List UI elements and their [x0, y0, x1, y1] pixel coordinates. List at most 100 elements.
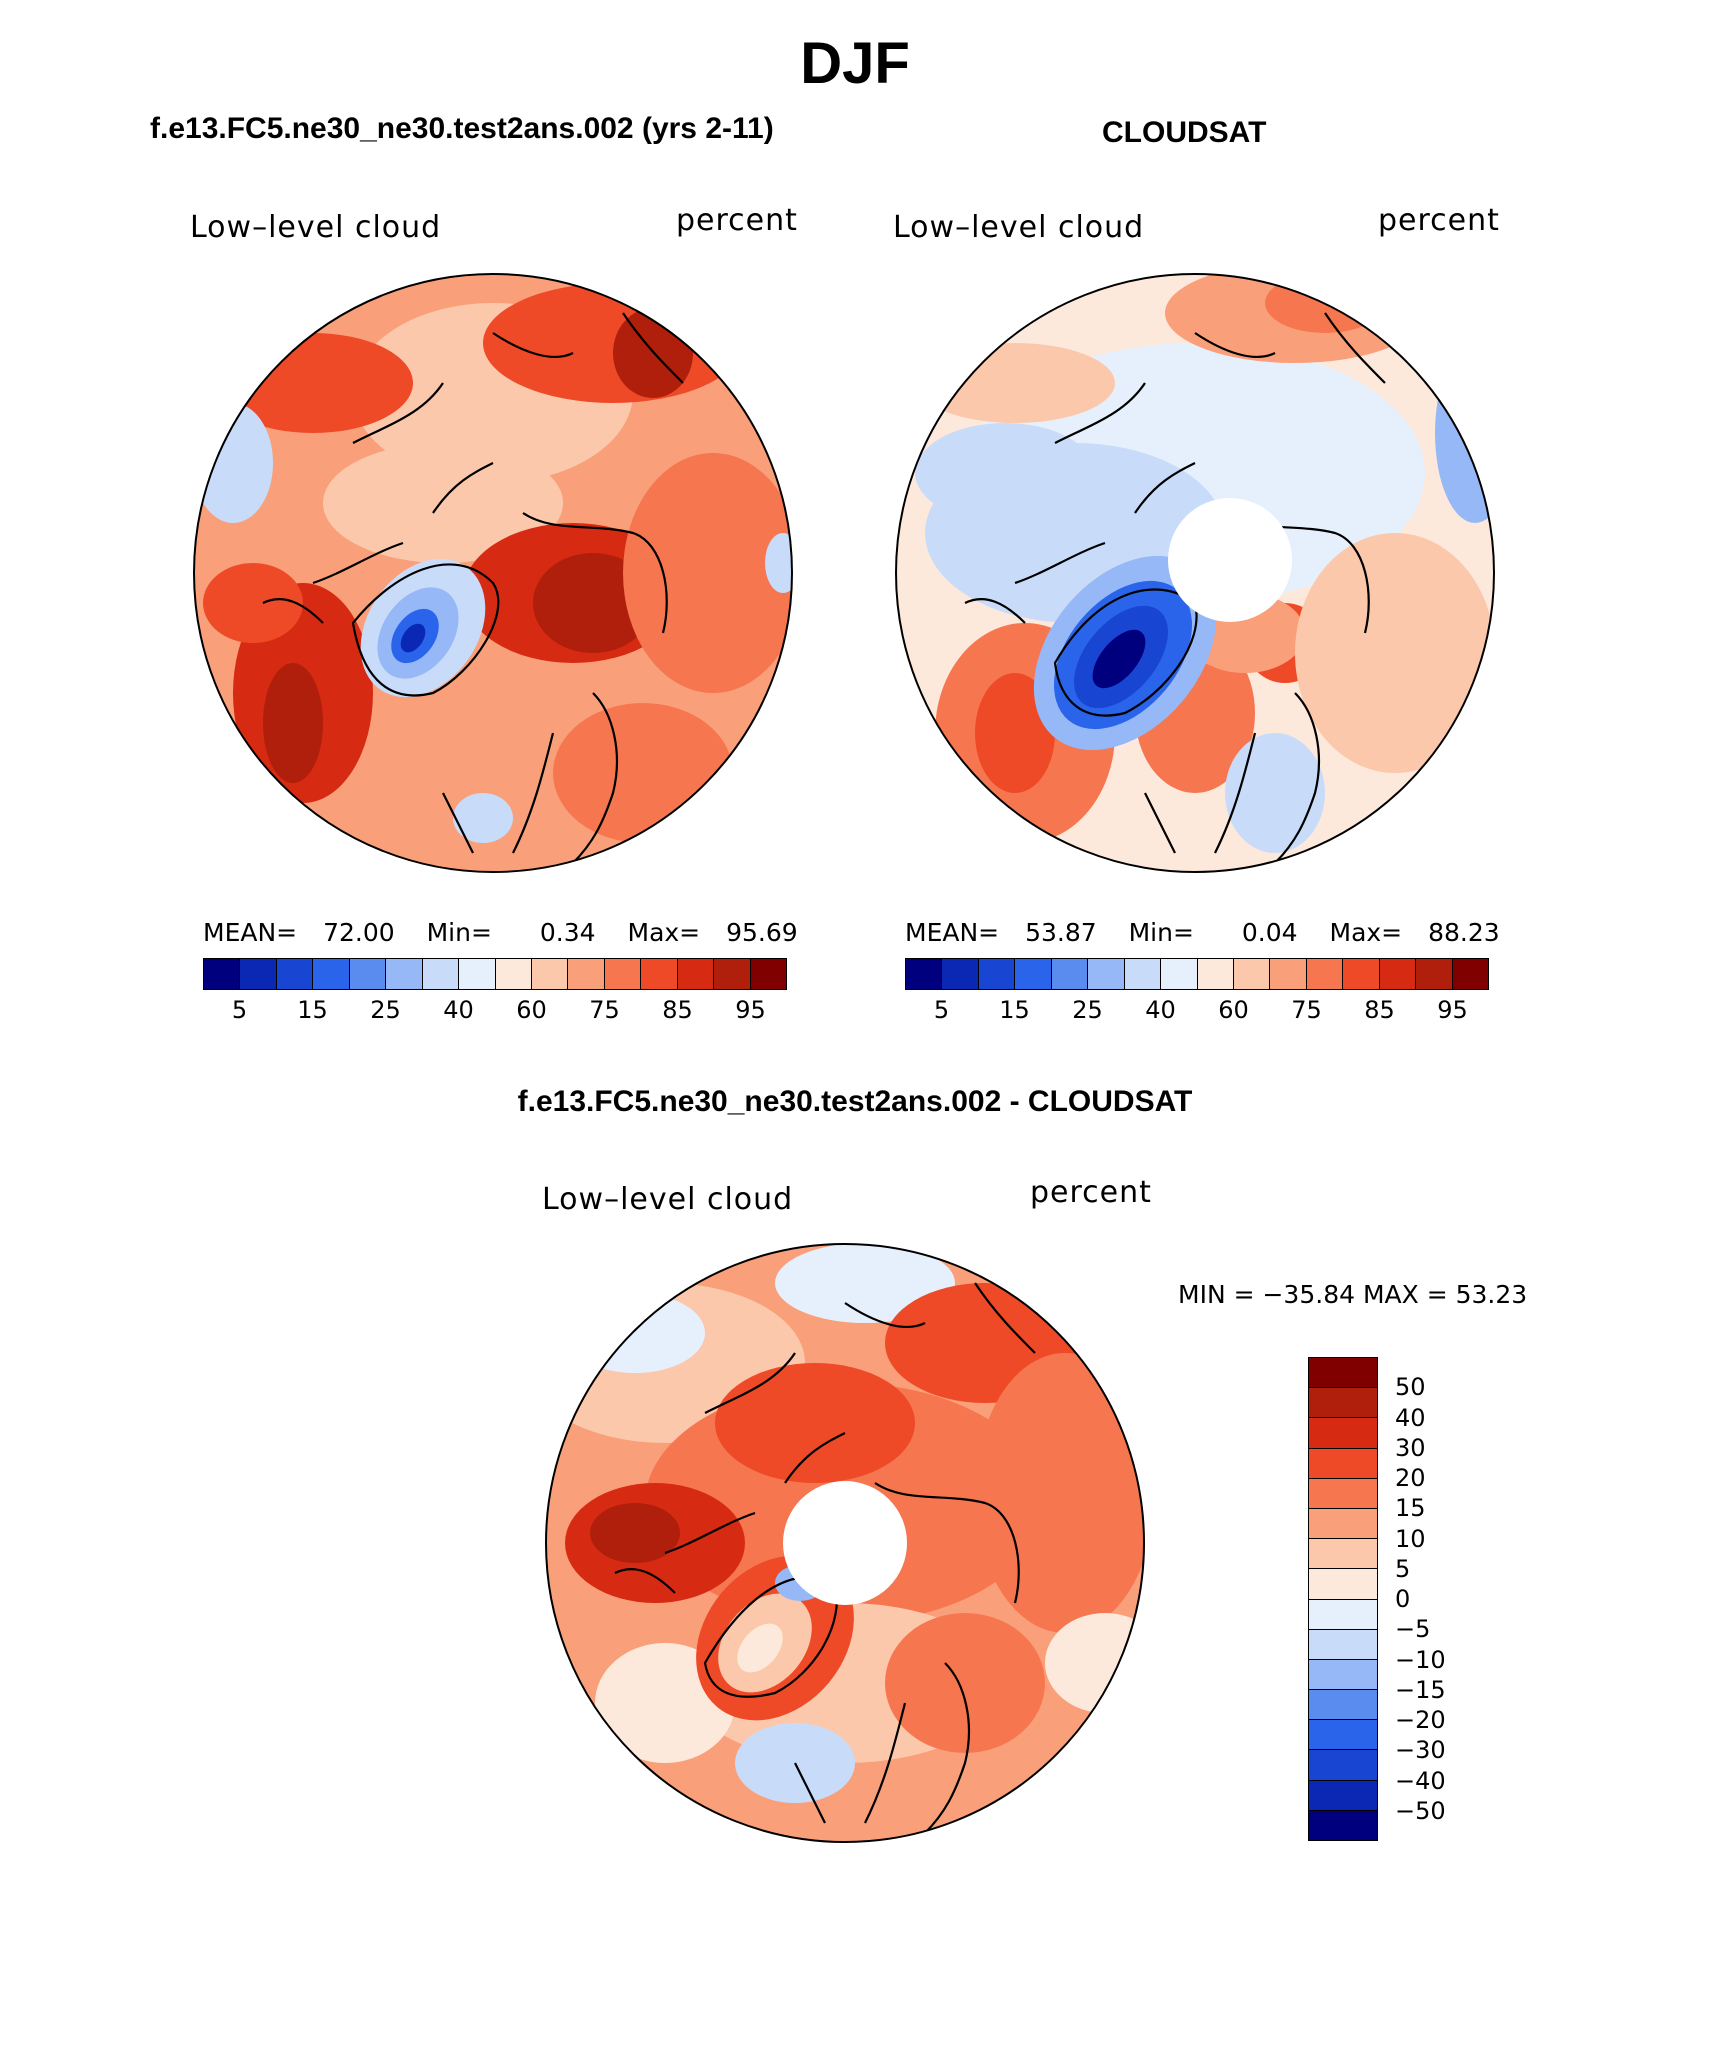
panel2-units: percent	[1378, 203, 1500, 238]
colorbar-swatch	[1088, 959, 1125, 989]
colorbar-swatch	[1309, 1750, 1377, 1781]
panel1-variable: Low–level cloud	[190, 210, 442, 245]
colorbar-swatch	[1309, 1448, 1377, 1479]
colorbar-swatch	[1309, 1539, 1377, 1570]
panel2-min-label: Min=	[1128, 918, 1194, 947]
colorbar-tick-label: 60	[1218, 996, 1249, 1024]
diff-units: percent	[1030, 1175, 1152, 1210]
colorbar-label: −50	[1395, 1796, 1446, 1825]
colorbar-tick-label: 15	[297, 996, 328, 1024]
colorbar-tick-label: 75	[1291, 996, 1322, 1024]
panel1-stats: MEAN= 72.00 Min= 0.34 Max= 95.69	[203, 918, 798, 947]
colorbar-label: 40	[1395, 1403, 1426, 1432]
panel2-max-label: Max=	[1329, 918, 1403, 947]
colorbar-tick-label: 25	[370, 996, 401, 1024]
panel1-mean-value: 72.00	[323, 918, 395, 947]
panel1-min-label: Min=	[426, 918, 492, 947]
panel2-title: CLOUDSAT	[1102, 116, 1267, 149]
colorbar-swatch	[1309, 1569, 1377, 1600]
colorbar-label: −20	[1395, 1706, 1446, 1734]
colorbar-swatch	[641, 959, 678, 989]
main-title: DJF	[800, 31, 910, 96]
colorbar-tick-label: 5	[933, 996, 950, 1024]
panel1-mean-label: MEAN=	[203, 918, 298, 947]
colorbar-swatch	[349, 959, 387, 989]
diff-colorbar-labels: 50 40 30 20 15 10 5 0 −5 −10 −15 −20 −30 −40 −50	[1395, 1357, 1515, 1841]
colorbar-tick-label: 85	[1364, 996, 1395, 1024]
colorbar-label: 20	[1395, 1464, 1426, 1492]
panel2-stats: MEAN= 53.87 Min= 0.04 Max= 88.23	[905, 918, 1500, 947]
colorbar-swatch	[1416, 959, 1453, 989]
colorbar-swatch	[1309, 1690, 1377, 1721]
colorbar-swatch	[204, 959, 241, 989]
colorbar-swatch	[1309, 1780, 1377, 1811]
colorbar-swatch	[568, 959, 605, 989]
colorbar-label: 0	[1395, 1585, 1411, 1613]
panel2-mean-value: 53.87	[1025, 918, 1097, 947]
panel2-polar-map	[895, 273, 1495, 873]
colorbar-swatch	[459, 959, 496, 989]
colorbar-label: −40	[1395, 1766, 1446, 1795]
diff-variable: Low–level cloud	[542, 1182, 794, 1217]
colorbar-swatch	[1197, 959, 1234, 989]
colorbar-swatch	[1309, 1478, 1377, 1509]
panel1-colorbar	[203, 958, 787, 990]
panel1-min-value: 0.34	[539, 918, 596, 947]
panel2-variable: Low–level cloud	[893, 210, 1145, 245]
colorbar-swatch	[677, 959, 715, 989]
colorbar-swatch	[1015, 959, 1052, 989]
colorbar-swatch	[1309, 1388, 1377, 1419]
colorbar-tick-label: 40	[443, 996, 474, 1024]
colorbar-swatch	[1343, 959, 1380, 989]
panel1-polar-map	[193, 273, 793, 873]
panel2-max-value: 88.23	[1428, 918, 1500, 947]
colorbar-swatch	[1309, 1629, 1377, 1660]
colorbar-swatch	[714, 959, 751, 989]
colorbar-label: 10	[1395, 1524, 1426, 1553]
diff-colorbar	[1308, 1357, 1378, 1841]
colorbar-label: 50	[1395, 1373, 1426, 1402]
colorbar-swatch	[906, 959, 943, 989]
colorbar-swatch	[1161, 959, 1198, 989]
colorbar-label: 5	[1395, 1554, 1411, 1583]
colorbar-label: −10	[1395, 1645, 1446, 1674]
colorbar-swatch	[1306, 959, 1344, 989]
colorbar-swatch	[1309, 1720, 1377, 1751]
panel1-max-value: 95.69	[726, 918, 798, 947]
colorbar-swatch	[1309, 1599, 1377, 1630]
colorbar-label: 30	[1395, 1433, 1426, 1462]
panel1-units: percent	[676, 203, 798, 238]
colorbar-tick-label: 15	[999, 996, 1030, 1024]
colorbar-tick-label: 25	[1072, 996, 1103, 1024]
diff-polar-map	[545, 1243, 1145, 1843]
panel1-max-label: Max=	[627, 918, 701, 947]
colorbar-swatch	[1233, 959, 1271, 989]
colorbar-swatch	[1270, 959, 1307, 989]
colorbar-tick-label: 85	[662, 996, 693, 1024]
panel1-colorbar-ticks: 5 15 25 40 60 75 85 95	[203, 996, 787, 1026]
colorbar-label: −5	[1395, 1615, 1431, 1644]
colorbar-tick-label: 60	[516, 996, 547, 1024]
colorbar-swatch	[1124, 959, 1162, 989]
colorbar-swatch	[942, 959, 979, 989]
colorbar-label: 15	[1395, 1494, 1426, 1523]
colorbar-swatch	[1309, 1358, 1377, 1389]
colorbar-swatch	[313, 959, 350, 989]
colorbar-tick-label: 75	[589, 996, 620, 1024]
colorbar-tick-label: 95	[1437, 996, 1468, 1024]
colorbar-tick-label: 95	[735, 996, 766, 1024]
colorbar-label: −15	[1395, 1675, 1446, 1704]
colorbar-swatch	[422, 959, 460, 989]
colorbar-swatch	[276, 959, 314, 989]
colorbar-swatch	[1309, 1418, 1377, 1449]
colorbar-swatch	[495, 959, 532, 989]
colorbar-swatch	[386, 959, 423, 989]
colorbar-swatch	[604, 959, 642, 989]
colorbar-swatch	[750, 959, 786, 989]
panel2-mean-label: MEAN=	[905, 918, 1000, 947]
colorbar-swatch	[978, 959, 1016, 989]
colorbar-swatch	[1309, 1508, 1377, 1540]
diff-title: f.e13.FC5.ne30_ne30.test2ans.002 - CLOUD…	[517, 1085, 1193, 1118]
panel2-colorbar-ticks: 5 15 25 40 60 75 85 95	[905, 996, 1489, 1026]
colorbar-swatch	[1379, 959, 1417, 989]
